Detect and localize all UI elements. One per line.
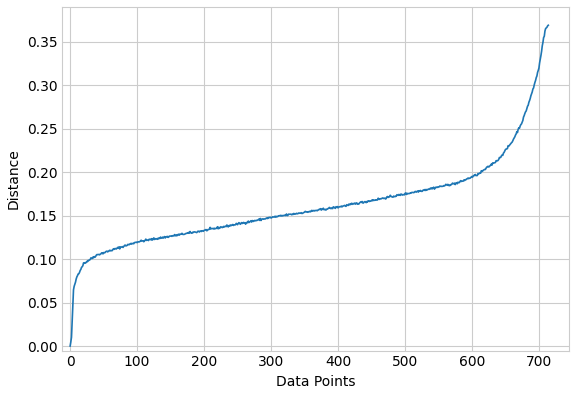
X-axis label: Data Points: Data Points <box>276 375 355 389</box>
Y-axis label: Distance: Distance <box>7 148 21 209</box>
